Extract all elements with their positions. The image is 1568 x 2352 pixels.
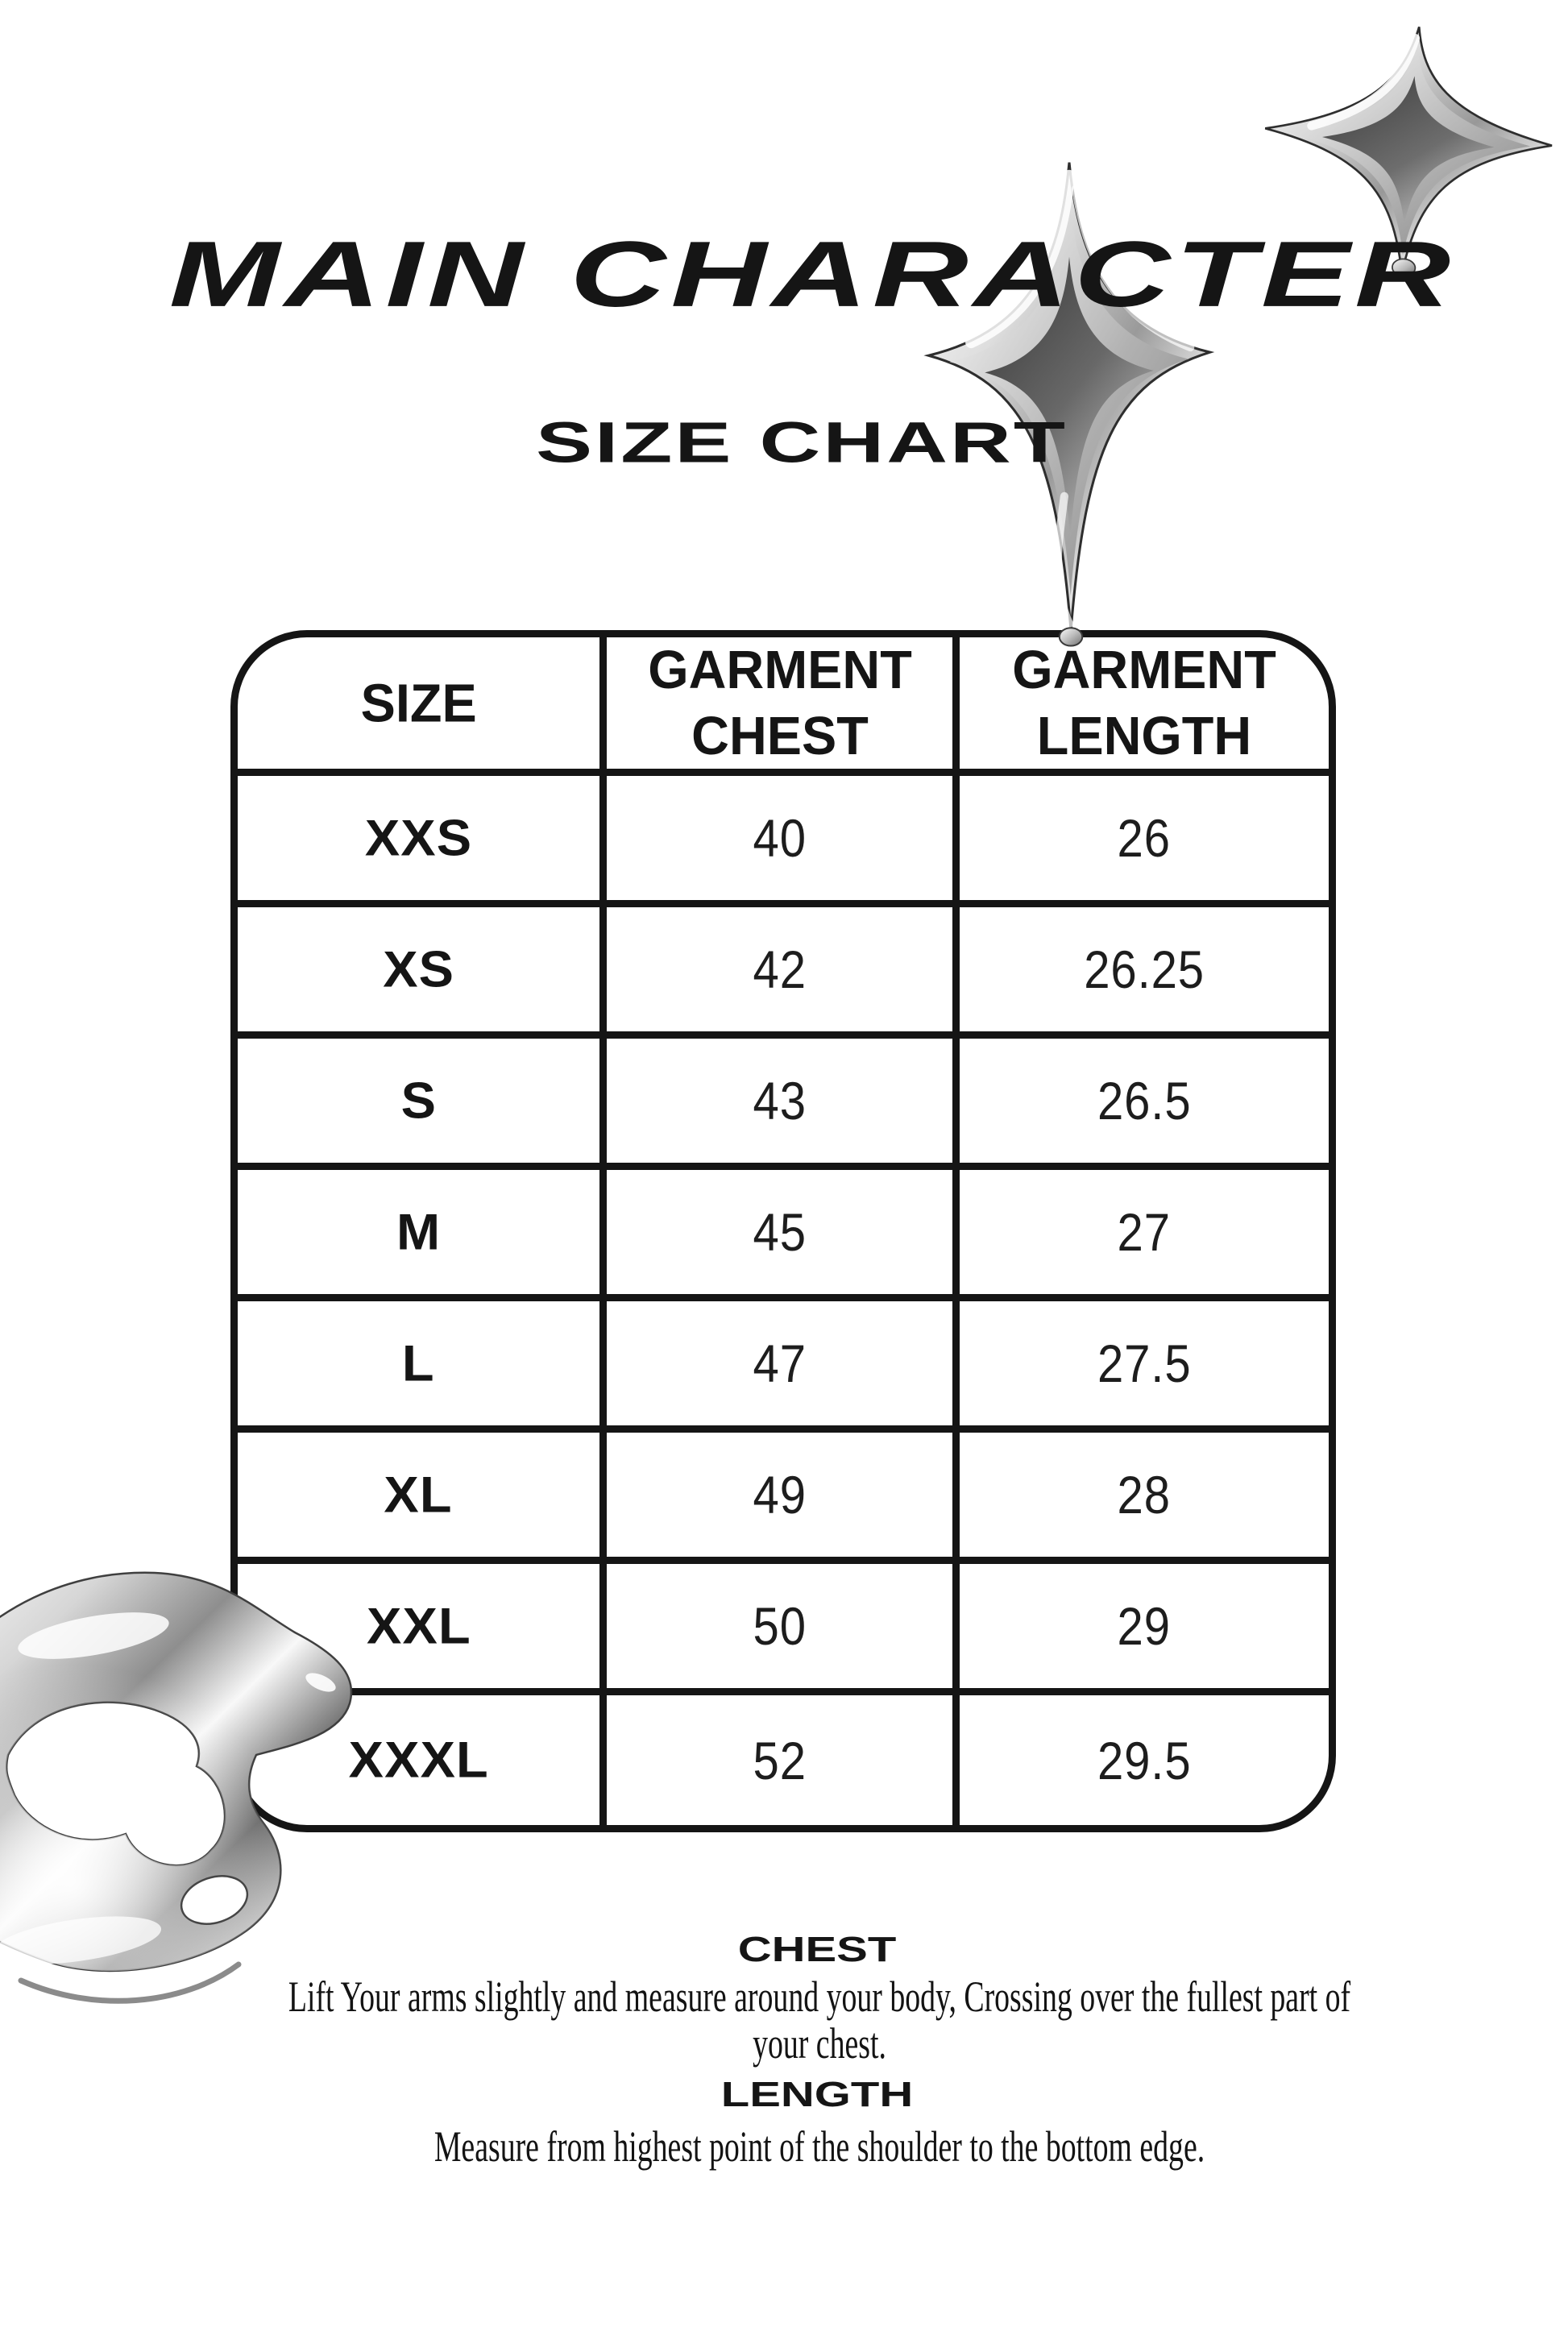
table-cell-chest: 50 bbox=[607, 1564, 960, 1695]
column-header-label: GARMENT CHEST bbox=[647, 639, 912, 766]
length-value: 26.25 bbox=[1084, 940, 1205, 999]
chest-note-heading: CHEST bbox=[737, 1931, 897, 1969]
chest-note-text: Lift Your arms slightly and measure arou… bbox=[288, 1972, 1351, 2068]
length-value: 26.5 bbox=[1097, 1071, 1192, 1130]
chest-value: 42 bbox=[753, 940, 807, 999]
table-cell-size: L bbox=[238, 1301, 607, 1433]
chrome-blob-icon bbox=[0, 1562, 375, 2109]
table-cell-length: 29.5 bbox=[960, 1695, 1329, 1825]
table-cell-size: M bbox=[238, 1170, 607, 1301]
size-label: XXL bbox=[366, 1597, 471, 1655]
length-value: 27 bbox=[1117, 1202, 1172, 1262]
table-cell-length: 27.5 bbox=[960, 1301, 1329, 1433]
table-cell-chest: 49 bbox=[607, 1433, 960, 1564]
table-cell-chest: 45 bbox=[607, 1170, 960, 1301]
chest-value: 45 bbox=[753, 1202, 807, 1262]
length-value: 27.5 bbox=[1097, 1334, 1192, 1393]
length-value: 28 bbox=[1117, 1465, 1172, 1524]
table-cell-size: S bbox=[238, 1039, 607, 1170]
table-cell-chest: 43 bbox=[607, 1039, 960, 1170]
chest-value: 43 bbox=[753, 1071, 807, 1130]
chrome-sparkle-large-icon bbox=[906, 149, 1233, 647]
chest-value: 47 bbox=[753, 1334, 807, 1393]
column-header-garment-length: GARMENT LENGTH bbox=[960, 637, 1329, 776]
table-cell-size: XS bbox=[238, 907, 607, 1039]
size-label: XXXL bbox=[348, 1732, 489, 1789]
brand-title: MAIN CHARACTER bbox=[168, 222, 1456, 327]
table-cell-chest: 42 bbox=[607, 907, 960, 1039]
table-cell-length: 28 bbox=[960, 1433, 1329, 1564]
length-note-text: Measure from highest point of the should… bbox=[433, 2122, 1205, 2171]
column-header-label: GARMENT LENGTH bbox=[1012, 639, 1276, 766]
chest-value: 50 bbox=[753, 1596, 807, 1656]
size-label: XXS bbox=[364, 809, 473, 867]
table-cell-length: 29 bbox=[960, 1564, 1329, 1695]
table-cell-chest: 40 bbox=[607, 776, 960, 907]
length-note-heading: LENGTH bbox=[720, 2076, 914, 2114]
size-table: SIZE GARMENT CHEST GARMENT LENGTH XXS 40… bbox=[230, 630, 1336, 1832]
size-label: S bbox=[400, 1072, 437, 1130]
column-header-garment-chest: GARMENT CHEST bbox=[607, 637, 960, 776]
column-header-label: SIZE bbox=[360, 672, 477, 733]
size-label: L bbox=[402, 1334, 435, 1392]
size-label: XS bbox=[383, 940, 454, 998]
table-cell-size: XXL bbox=[238, 1564, 607, 1695]
chest-value: 52 bbox=[753, 1730, 807, 1790]
length-value: 29 bbox=[1117, 1596, 1172, 1656]
table-cell-length: 26.25 bbox=[960, 907, 1329, 1039]
column-header-size: SIZE bbox=[238, 637, 607, 776]
size-label: M bbox=[396, 1203, 442, 1261]
table-cell-size: XXS bbox=[238, 776, 607, 907]
size-label: XL bbox=[384, 1466, 454, 1524]
table-cell-size: XL bbox=[238, 1433, 607, 1564]
page-title: SIZE CHART bbox=[536, 410, 1068, 475]
chest-value: 49 bbox=[753, 1465, 807, 1524]
chest-value: 40 bbox=[753, 808, 807, 868]
table-cell-length: 27 bbox=[960, 1170, 1329, 1301]
length-value: 29.5 bbox=[1097, 1730, 1192, 1790]
table-cell-chest: 52 bbox=[607, 1695, 960, 1825]
length-value: 26 bbox=[1117, 808, 1172, 868]
chrome-sparkle-small-icon bbox=[1240, 0, 1568, 304]
table-cell-chest: 47 bbox=[607, 1301, 960, 1433]
table-cell-length: 26.5 bbox=[960, 1039, 1329, 1170]
table-cell-size: XXXL bbox=[238, 1695, 607, 1825]
table-cell-length: 26 bbox=[960, 776, 1329, 907]
